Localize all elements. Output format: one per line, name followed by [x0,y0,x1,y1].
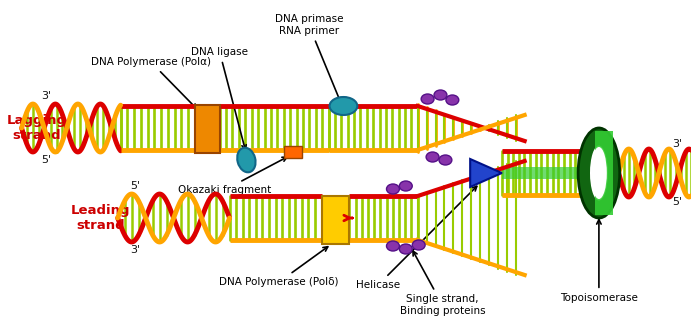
Bar [284,146,302,158]
Ellipse shape [386,241,399,251]
Bar [502,167,581,179]
Ellipse shape [330,97,357,115]
Text: Leading
strand: Leading strand [71,204,131,232]
Ellipse shape [591,147,607,199]
Ellipse shape [399,244,413,254]
Ellipse shape [439,155,452,165]
Text: 5': 5' [131,181,140,191]
Bar [595,131,613,215]
Text: DNA primase
RNA primer: DNA primase RNA primer [274,14,343,105]
Text: Lagging
strand: Lagging strand [6,114,66,142]
Text: 5': 5' [41,155,51,165]
Ellipse shape [434,90,447,100]
Bar [321,196,350,244]
Text: Okazaki fragment: Okazaki fragment [178,157,287,195]
Ellipse shape [446,95,459,105]
Ellipse shape [578,128,620,218]
Text: DNA Polymerase (Polδ): DNA Polymerase (Polδ) [219,247,339,287]
Ellipse shape [590,145,608,201]
Bar [195,105,220,153]
Ellipse shape [386,184,399,194]
Text: 3': 3' [131,245,140,255]
Text: DNA ligase: DNA ligase [191,47,248,150]
Ellipse shape [399,181,413,191]
Text: Topoisomerase: Topoisomerase [560,220,638,303]
Ellipse shape [237,148,256,172]
Ellipse shape [421,94,434,104]
Polygon shape [470,159,502,187]
Text: 3': 3' [41,91,51,101]
Text: Helicase: Helicase [356,186,477,290]
Text: DNA Polymerase (Polα): DNA Polymerase (Polα) [91,57,211,109]
Text: 3': 3' [672,139,682,149]
Text: Single strand,
Binding proteins: Single strand, Binding proteins [399,251,485,316]
Ellipse shape [426,152,439,162]
Text: 5': 5' [672,197,682,207]
Ellipse shape [413,240,425,250]
